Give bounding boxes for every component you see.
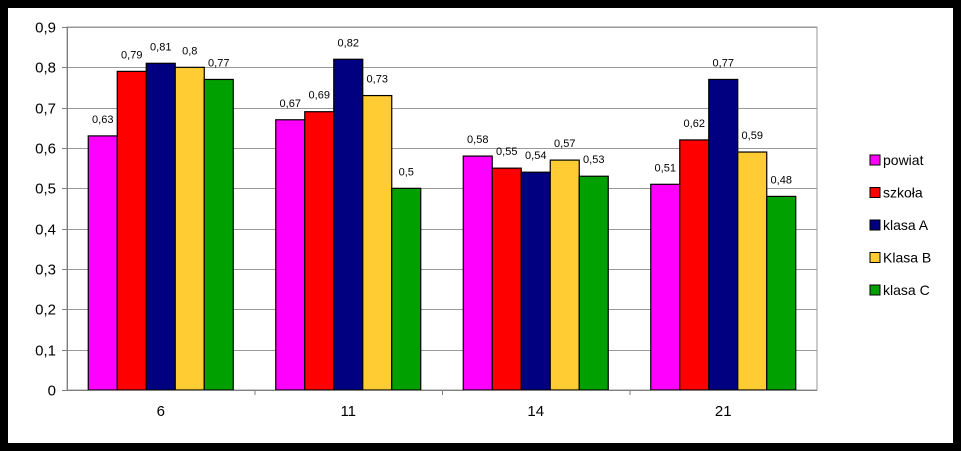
data-label: 0,58 [467, 134, 488, 146]
bar [174, 66, 205, 391]
y-tick-label: 0,5 [35, 181, 56, 198]
y-tick-label: 0 [48, 383, 56, 400]
legend-swatch [869, 284, 881, 296]
bar [304, 111, 335, 391]
legend: powiat szkoła klasa A Klasa B klasa C [869, 152, 931, 298]
data-label: 0,67 [280, 98, 301, 110]
bar [203, 78, 234, 391]
legend-swatch [869, 219, 881, 231]
data-label: 0,73 [367, 74, 388, 86]
data-label: 0,54 [525, 150, 546, 162]
legend-swatch [869, 187, 881, 198]
data-label: 0,62 [684, 118, 705, 130]
y-axis: 0 0,1 0,2 0,3 0,4 0,5 0,6 0,7 0,8 0,9 [35, 20, 68, 400]
bar [766, 195, 797, 391]
bar [362, 94, 393, 391]
data-label: 0,48 [771, 174, 792, 186]
data-label: 0,55 [496, 146, 517, 158]
bar [87, 135, 118, 391]
bar [578, 175, 609, 391]
data-label: 0,69 [309, 90, 330, 102]
bar [275, 119, 306, 391]
data-label: 0,8 [182, 45, 197, 57]
y-tick-label: 0,1 [35, 343, 56, 360]
bar [491, 167, 522, 391]
bar [679, 139, 710, 391]
x-tick-label: 14 [527, 403, 544, 420]
data-label: 0,77 [713, 57, 734, 69]
data-labels: 0,63 0,79 0,81 0,8 0,77 0,67 0,69 0,82 0,73 0,5 0,… [92, 37, 792, 186]
data-label: 0,81 [150, 41, 171, 53]
legend-swatch [869, 154, 881, 166]
data-label: 0,77 [208, 57, 229, 69]
data-label: 0,79 [121, 49, 142, 61]
bar [650, 183, 681, 391]
y-tick-label: 0,4 [35, 222, 56, 239]
legend-label: klasa C [883, 282, 930, 298]
x-tick-label: 11 [340, 403, 356, 420]
data-label: 0,53 [583, 154, 604, 166]
y-tick-label: 0,8 [35, 60, 56, 77]
y-tick-label: 0,9 [35, 20, 56, 37]
bar [145, 62, 176, 391]
bar [708, 78, 739, 391]
x-tick-label: 6 [157, 403, 165, 420]
bar [391, 187, 422, 391]
y-tick-label: 0,3 [35, 262, 56, 279]
bar [333, 58, 364, 391]
data-label: 0,59 [742, 130, 763, 142]
y-tick-label: 0,6 [35, 141, 56, 158]
x-tick-label: 21 [715, 403, 732, 420]
data-label: 0,5 [399, 166, 414, 178]
legend-label: powiat [883, 152, 924, 168]
data-label: 0,63 [92, 114, 113, 126]
legend-label: szkoła [883, 185, 923, 201]
bar [549, 159, 580, 391]
legend-label: Klasa B [883, 250, 931, 266]
y-tick-label: 0,7 [35, 101, 56, 118]
bar [520, 171, 551, 391]
data-label: 0,82 [338, 37, 359, 49]
y-tick-label: 0,2 [35, 302, 56, 319]
data-label: 0,51 [655, 162, 676, 174]
data-label: 0,57 [554, 138, 575, 150]
bar [462, 155, 493, 391]
bar [116, 70, 147, 391]
legend-swatch [869, 252, 881, 263]
bars [87, 58, 797, 391]
x-axis: 6 11 14 21 [67, 390, 817, 420]
legend-label: klasa A [883, 217, 929, 233]
bar [737, 151, 768, 391]
